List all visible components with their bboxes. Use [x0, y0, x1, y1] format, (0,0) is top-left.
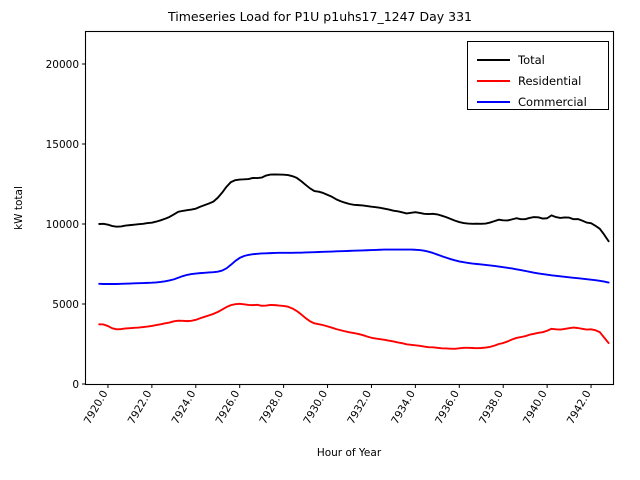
x-tick-label: 7940.0 — [521, 389, 550, 427]
series-line-residential — [98, 302, 610, 350]
x-tick-label: 7930.0 — [301, 389, 330, 427]
x-tick-label: 7928.0 — [257, 389, 286, 427]
x-axis-title: Hour of Year — [317, 447, 382, 459]
plot-frame — [84, 30, 615, 386]
y-tick-label: 20000 — [46, 59, 79, 71]
legend-background — [467, 41, 609, 110]
y-tick-label: 15000 — [46, 139, 79, 151]
legend-label-commercial: Commercial — [518, 95, 587, 109]
x-tick-label: 7932.0 — [345, 389, 374, 427]
series-lines — [98, 173, 610, 350]
x-tick-label: 7924.0 — [170, 389, 199, 427]
chart-title: Timeseries Load for P1U p1uhs17_1247 Day… — [167, 9, 472, 24]
x-tick-label: 7922.0 — [126, 389, 155, 427]
x-tick-label: 7920.0 — [82, 389, 111, 427]
legend-label-total: Total — [517, 53, 545, 67]
y-axis-ticks: 0 5000 10000 15000 20000 — [46, 59, 86, 391]
chart-legend[interactable]: Total Residential Commercial — [467, 41, 609, 110]
legend-entries: Total Residential Commercial — [477, 53, 587, 109]
x-axis-ticks: 7920.0 7922.0 7924.0 7926.0 7928.0 7930.0 7932… — [82, 384, 594, 426]
y-tick-label: 5000 — [52, 299, 79, 311]
x-tick-label: 7936.0 — [433, 389, 462, 427]
x-tick-label: 7938.0 — [477, 389, 506, 427]
x-tick-label: 7926.0 — [214, 389, 243, 427]
axes-spines — [84, 30, 615, 386]
y-axis-title: kW total — [13, 186, 25, 230]
y-tick-label: 10000 — [46, 219, 79, 231]
y-tick-label: 0 — [72, 379, 79, 391]
series-line-commercial — [98, 248, 610, 285]
series-line-total — [98, 173, 610, 243]
x-tick-label: 7934.0 — [389, 389, 418, 427]
x-tick-label: 7942.0 — [565, 389, 594, 427]
legend-label-residential: Residential — [518, 74, 581, 88]
